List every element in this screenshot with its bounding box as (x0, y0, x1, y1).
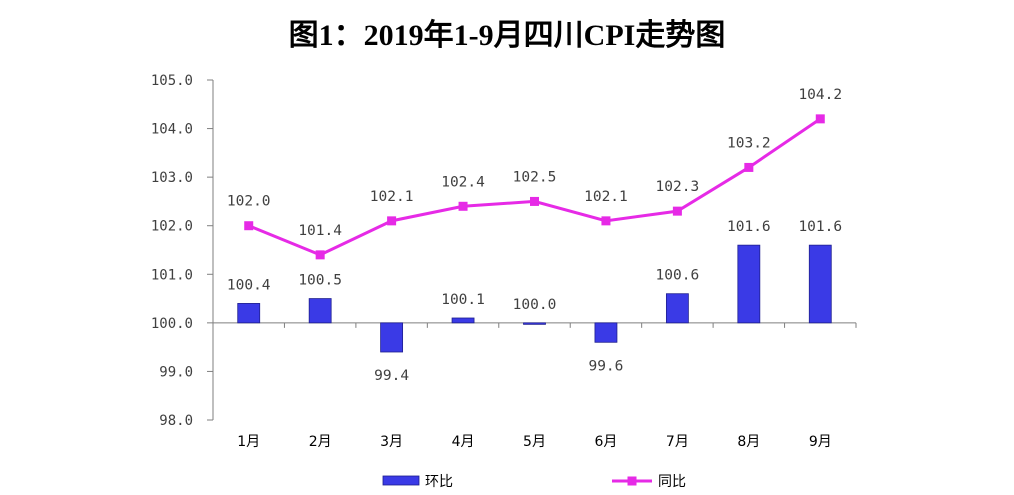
bar (308, 298, 332, 324)
bar (737, 244, 761, 324)
x-tick-label: 4月 (452, 434, 475, 450)
bar-data-label: 100.1 (441, 292, 485, 308)
bar (237, 303, 261, 324)
y-tick-label: 102.0 (151, 219, 193, 235)
line-point (387, 216, 397, 226)
line-data-label: 102.1 (370, 189, 414, 205)
x-tick-label: 9月 (809, 434, 832, 450)
line-point (530, 196, 539, 206)
line-data-label: 102.4 (441, 174, 485, 190)
bar (808, 244, 832, 324)
x-tick-label: 3月 (380, 434, 403, 450)
bar (594, 322, 618, 343)
line-point (244, 221, 254, 231)
line-data-label: 102.0 (227, 194, 271, 210)
bar-data-label: 101.6 (798, 219, 842, 235)
line-point (601, 216, 611, 226)
y-tick-label: 100.0 (151, 316, 193, 332)
y-tick-label: 104.0 (151, 122, 193, 138)
legend-bar-swatch (382, 475, 420, 486)
y-tick-label: 99.0 (159, 364, 193, 380)
x-tick-label: 1月 (237, 434, 260, 450)
bar (523, 322, 546, 325)
line-point (815, 114, 825, 124)
legend-bar-label: 环比 (425, 474, 453, 490)
legend-line-marker (627, 476, 637, 486)
bar-data-label: 100.4 (227, 277, 271, 293)
y-tick-label: 101.0 (151, 267, 193, 283)
line-data-label: 102.1 (584, 189, 628, 205)
bar-data-label: 100.5 (298, 273, 342, 289)
x-tick-label: 2月 (309, 434, 332, 450)
legend-line-label: 同比 (658, 474, 686, 490)
bar (380, 322, 404, 353)
line-data-label: 102.3 (656, 179, 700, 195)
bar-data-label: 99.4 (374, 368, 409, 384)
chart-title: 图1：2019年1-9月四川CPI走势图 (288, 19, 726, 52)
line-data-label: 102.5 (513, 169, 557, 185)
bar-data-label: 101.6 (727, 219, 771, 235)
bar-data-label: 100.6 (656, 268, 700, 284)
bar-data-label: 100.0 (513, 297, 557, 313)
x-tick-label: 6月 (594, 434, 617, 450)
y-tick-label: 105.0 (151, 73, 193, 89)
x-tick-label: 5月 (523, 434, 546, 450)
bar (451, 317, 475, 324)
x-tick-label: 8月 (737, 434, 760, 450)
y-tick-label: 103.0 (151, 170, 193, 186)
line-data-label: 101.4 (298, 223, 342, 239)
line-point (672, 206, 682, 216)
bar (665, 293, 689, 324)
y-tick-label: 98.0 (159, 413, 193, 429)
line-point (744, 162, 754, 172)
line-point (458, 201, 468, 211)
x-tick-label: 7月 (666, 434, 689, 450)
line-point (315, 250, 325, 260)
bar-data-label: 99.6 (588, 358, 623, 374)
line-data-label: 104.2 (798, 87, 842, 103)
line-data-label: 103.2 (727, 135, 771, 151)
